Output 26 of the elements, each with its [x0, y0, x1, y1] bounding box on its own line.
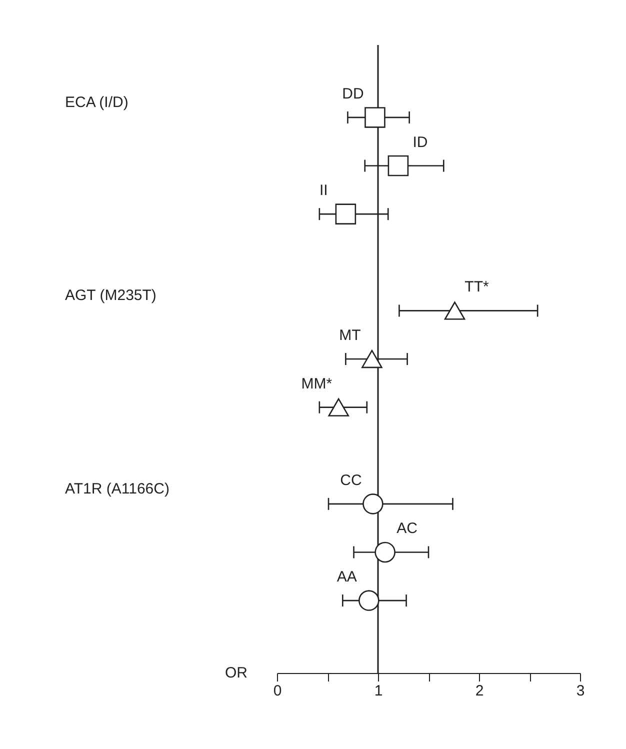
series-label: AA — [336, 568, 357, 586]
series-label: DD — [342, 85, 364, 102]
point — [444, 302, 466, 320]
point — [358, 590, 380, 611]
x-tick-label: 0 — [273, 682, 282, 700]
series-label: II — [320, 182, 328, 200]
series-label: TT* — [464, 278, 489, 296]
text: AGT (M235T) — [65, 287, 156, 304]
point — [362, 350, 382, 368]
point — [335, 204, 356, 224]
point — [362, 494, 384, 514]
point — [374, 542, 396, 563]
x-tick-label: 1 — [374, 682, 383, 700]
point — [328, 398, 350, 416]
x-axis-title: OR — [225, 664, 248, 682]
text: ECA (I/D) — [65, 94, 128, 112]
x-tick-label: 2 — [475, 682, 484, 700]
series-label: ID — [412, 134, 428, 151]
series-label: MM* — [301, 375, 332, 392]
point — [364, 107, 386, 128]
series-label: MT — [339, 327, 361, 344]
x-tick-label: 3 — [576, 682, 585, 700]
series-label: CC — [340, 472, 362, 489]
point — [388, 155, 409, 176]
series-label: AC — [396, 520, 418, 538]
text: AT1R (A1166C) — [65, 480, 170, 498]
